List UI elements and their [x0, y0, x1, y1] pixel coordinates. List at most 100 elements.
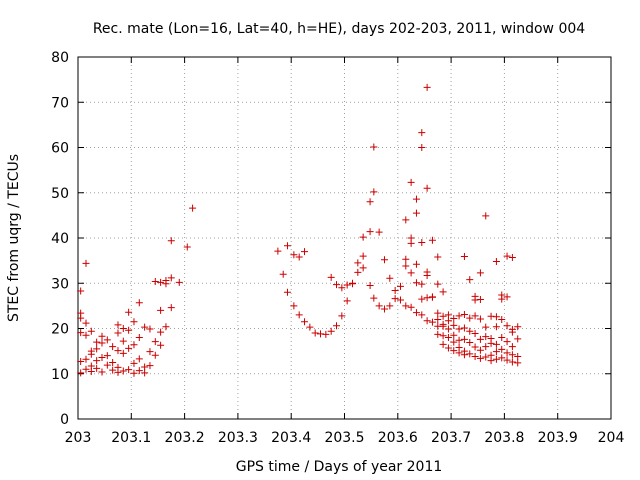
data-point [295, 311, 303, 319]
data-point [183, 243, 191, 251]
data-point [423, 83, 431, 91]
data-point [114, 347, 122, 355]
data-point [130, 369, 138, 377]
data-point [354, 268, 362, 276]
data-point [508, 351, 516, 359]
x-tick-label: 203.7 [431, 430, 471, 446]
data-point [439, 332, 447, 340]
data-point [434, 315, 442, 323]
data-point [471, 343, 479, 351]
data-point [503, 338, 511, 346]
data-point [162, 323, 170, 331]
x-tick-label: 203.8 [484, 430, 524, 446]
data-point [508, 253, 516, 261]
data-point [444, 311, 452, 319]
data-point [434, 253, 442, 261]
data-point [476, 269, 484, 277]
data-point [460, 335, 468, 343]
data-point [162, 280, 170, 288]
data-point [439, 312, 447, 320]
data-point [98, 339, 106, 347]
data-point [130, 341, 138, 349]
data-point [146, 362, 154, 370]
data-point [157, 341, 165, 349]
data-point [439, 322, 447, 330]
data-point [82, 331, 90, 339]
data-point [503, 252, 511, 260]
data-point [450, 331, 458, 339]
data-point [444, 334, 452, 342]
x-tick-label: 203.6 [378, 430, 418, 446]
data-point [460, 351, 468, 359]
data-point [380, 305, 388, 313]
data-point [423, 317, 431, 325]
data-point [418, 129, 426, 137]
data-point [455, 349, 463, 357]
data-point [157, 306, 165, 314]
data-point [407, 178, 415, 186]
x-axis-label: GPS time / Days of year 2011 [236, 459, 443, 475]
data-point [418, 311, 426, 319]
data-point [482, 333, 490, 341]
data-point [492, 313, 500, 321]
data-point [498, 315, 506, 323]
data-point [359, 252, 367, 260]
data-point [514, 353, 522, 361]
data-point [444, 317, 452, 325]
data-points [77, 83, 522, 377]
x-tick-label: 204 [598, 430, 625, 446]
data-point [444, 344, 452, 352]
data-point [306, 323, 314, 331]
data-point [455, 336, 463, 344]
data-point [125, 366, 133, 374]
data-point [141, 369, 149, 377]
data-point [370, 188, 378, 196]
data-point [439, 340, 447, 348]
data-point [444, 325, 452, 333]
data-point [375, 302, 383, 310]
data-point [77, 329, 85, 337]
data-point [283, 242, 291, 250]
x-tick-label: 203.3 [218, 430, 258, 446]
data-point [380, 256, 388, 264]
data-point [366, 228, 374, 236]
data-point [402, 262, 410, 270]
data-point [77, 369, 85, 377]
data-point [498, 354, 506, 362]
data-point [119, 367, 127, 375]
data-point [82, 259, 90, 267]
data-point [82, 319, 90, 327]
data-point [466, 314, 474, 322]
data-point [135, 355, 143, 363]
data-point [487, 357, 495, 365]
data-point [396, 296, 404, 304]
data-point [146, 348, 154, 356]
data-point [471, 353, 479, 361]
y-tick-label: 30 [51, 276, 69, 292]
data-point [93, 345, 101, 353]
data-point [482, 323, 490, 331]
data-point [402, 216, 410, 224]
data-point [434, 309, 442, 317]
data-point [476, 315, 484, 323]
data-point [151, 351, 159, 359]
data-point [338, 284, 346, 292]
data-point [359, 233, 367, 241]
data-point [77, 358, 85, 366]
data-point [455, 325, 463, 333]
data-point [466, 276, 474, 284]
data-point [460, 324, 468, 332]
y-tick-label: 0 [60, 412, 69, 428]
data-point [93, 364, 101, 372]
data-point [98, 353, 106, 361]
data-point [428, 236, 436, 244]
data-point [412, 209, 420, 217]
data-point [119, 325, 127, 332]
tick-labels: 203 203.1 203.2 203.3 203.4 203.5 203.6 203.7 20… [51, 50, 624, 446]
data-point [514, 323, 522, 331]
data-point [418, 144, 426, 151]
data-point [492, 323, 500, 331]
data-point [141, 323, 149, 331]
data-point [412, 195, 420, 203]
